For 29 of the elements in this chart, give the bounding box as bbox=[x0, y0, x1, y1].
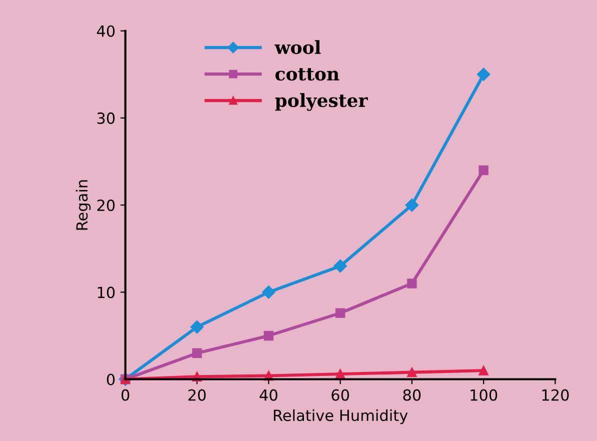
point bbox=[405, 198, 419, 212]
point bbox=[190, 320, 204, 334]
point bbox=[476, 68, 490, 82]
x-tick-label: 40 bbox=[260, 389, 278, 401]
x-tick-label: 80 bbox=[403, 389, 421, 401]
x-axis-title: Relative Humidity bbox=[274, 409, 408, 424]
y-axis-title: Regain bbox=[76, 180, 91, 230]
point bbox=[478, 165, 488, 176]
x-tick-label: 60 bbox=[332, 389, 349, 401]
point bbox=[264, 330, 274, 341]
legend-label: polyester bbox=[275, 93, 368, 111]
point bbox=[335, 308, 346, 318]
point bbox=[262, 286, 276, 299]
y-tick-label: 20 bbox=[97, 200, 115, 212]
x-tick-label: 120 bbox=[542, 389, 569, 401]
y-tick-label: 30 bbox=[97, 112, 115, 124]
point bbox=[407, 367, 417, 378]
x-tick-label: 100 bbox=[470, 389, 498, 401]
y-tick-label: 10 bbox=[98, 286, 115, 298]
point bbox=[478, 366, 488, 376]
y-tick-label: 40 bbox=[96, 25, 115, 37]
legend-label: wool bbox=[274, 40, 321, 54]
x-tick-label: 20 bbox=[188, 389, 206, 401]
point bbox=[334, 259, 347, 273]
x-tick-label: 0 bbox=[122, 389, 130, 401]
point bbox=[192, 348, 202, 358]
point bbox=[407, 278, 417, 288]
y-tick-label: 0 bbox=[106, 374, 115, 386]
legend-label: cotton bbox=[275, 68, 340, 81]
